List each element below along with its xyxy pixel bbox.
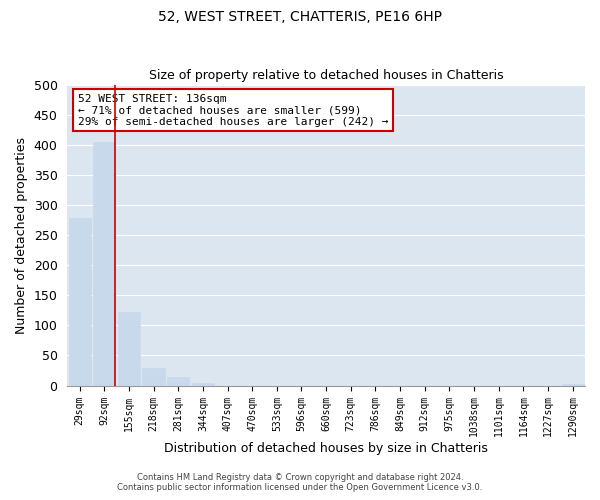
Title: Size of property relative to detached houses in Chatteris: Size of property relative to detached ho… xyxy=(149,69,503,82)
Bar xyxy=(142,368,164,386)
Text: 52 WEST STREET: 136sqm
← 71% of detached houses are smaller (599)
29% of semi-de: 52 WEST STREET: 136sqm ← 71% of detached… xyxy=(77,94,388,127)
Bar xyxy=(167,376,190,386)
Text: 52, WEST STREET, CHATTERIS, PE16 6HP: 52, WEST STREET, CHATTERIS, PE16 6HP xyxy=(158,10,442,24)
Bar xyxy=(93,142,115,386)
Bar xyxy=(192,382,214,386)
Bar xyxy=(68,218,91,386)
Y-axis label: Number of detached properties: Number of detached properties xyxy=(15,136,28,334)
Bar xyxy=(118,312,140,386)
Bar xyxy=(562,384,584,386)
Text: Contains HM Land Registry data © Crown copyright and database right 2024.
Contai: Contains HM Land Registry data © Crown c… xyxy=(118,473,482,492)
X-axis label: Distribution of detached houses by size in Chatteris: Distribution of detached houses by size … xyxy=(164,442,488,455)
